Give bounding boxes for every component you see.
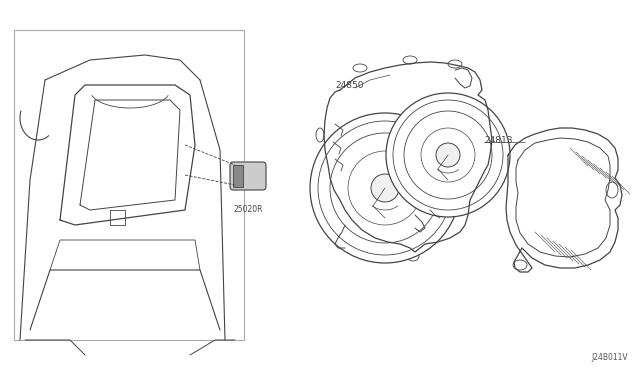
Ellipse shape — [448, 60, 462, 68]
Circle shape — [330, 133, 440, 243]
Ellipse shape — [316, 128, 324, 142]
Ellipse shape — [488, 153, 496, 167]
Circle shape — [318, 121, 452, 255]
FancyBboxPatch shape — [230, 162, 266, 190]
Ellipse shape — [403, 56, 417, 64]
Ellipse shape — [407, 251, 419, 261]
Circle shape — [404, 111, 492, 199]
Ellipse shape — [606, 182, 618, 198]
Text: 25020R: 25020R — [233, 205, 263, 214]
Circle shape — [393, 100, 503, 210]
Circle shape — [348, 151, 422, 225]
Circle shape — [436, 143, 460, 167]
Circle shape — [310, 113, 460, 263]
Ellipse shape — [353, 64, 367, 72]
Bar — [14, 30, 244, 340]
Circle shape — [371, 174, 399, 202]
Circle shape — [421, 128, 475, 182]
Text: J24B011V: J24B011V — [591, 353, 628, 362]
Circle shape — [386, 93, 510, 217]
Ellipse shape — [513, 260, 527, 270]
Bar — [233, 165, 243, 187]
Ellipse shape — [316, 168, 324, 182]
Ellipse shape — [488, 123, 496, 137]
Text: 24813: 24813 — [484, 135, 513, 144]
Text: 24850: 24850 — [335, 80, 364, 90]
